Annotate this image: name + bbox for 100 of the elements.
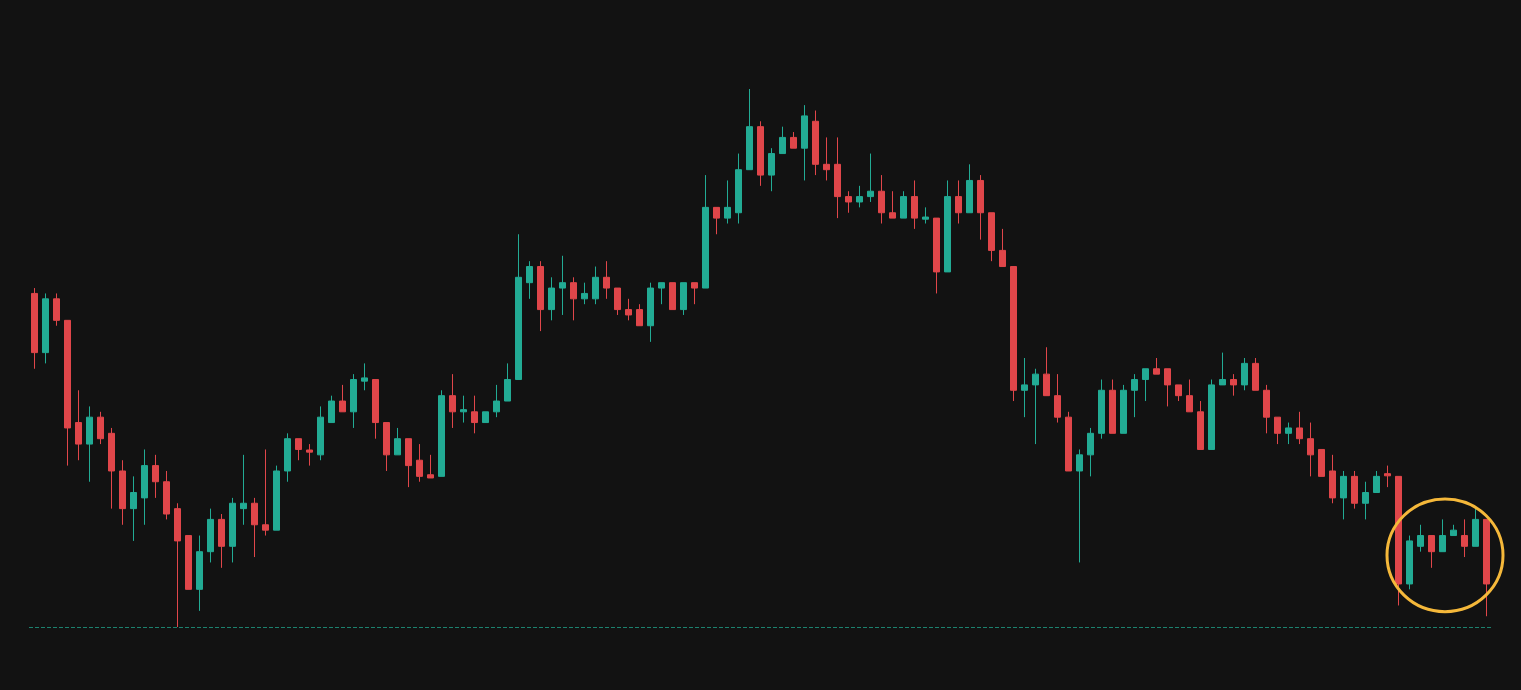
candlestick <box>141 448 148 526</box>
candlestick <box>1219 352 1226 386</box>
candlestick <box>1087 427 1094 477</box>
candlestick <box>1340 470 1347 520</box>
candlestick <box>218 513 225 569</box>
candlestick <box>493 384 500 418</box>
candlestick <box>1406 535 1413 590</box>
candlestick <box>449 373 456 429</box>
candlestick <box>845 190 852 214</box>
candlestick <box>174 502 181 628</box>
candlestick <box>680 282 687 316</box>
candlestick <box>1483 518 1490 617</box>
candlestick <box>526 260 533 300</box>
candlestick <box>724 179 731 224</box>
candlestick <box>900 190 907 219</box>
candlestick <box>328 395 335 424</box>
candlestick <box>812 110 819 176</box>
candlestick <box>515 233 522 381</box>
candlestick <box>867 153 874 203</box>
candlestick <box>130 475 137 542</box>
candlestick <box>185 535 192 590</box>
candlestick <box>1318 448 1325 477</box>
candlestick <box>1065 411 1072 472</box>
candlestick <box>86 405 93 483</box>
candlestick <box>306 443 313 467</box>
candlestick <box>75 389 82 461</box>
candlestick <box>438 389 445 477</box>
candlestick <box>1142 368 1149 402</box>
candlestick <box>1098 379 1105 440</box>
candlestick <box>262 448 269 537</box>
candlestick <box>372 379 379 440</box>
candlestick <box>570 276 577 321</box>
candlestick <box>1032 368 1039 445</box>
candlestick <box>1010 266 1017 402</box>
candlestick <box>460 395 467 424</box>
candlestick <box>1043 346 1050 397</box>
candlestick <box>1197 400 1204 450</box>
candlestick <box>658 282 665 305</box>
candlestick <box>856 185 863 208</box>
candlestick <box>999 228 1006 268</box>
candlestick <box>933 217 940 294</box>
candlestick <box>471 395 478 434</box>
candlestick <box>592 266 599 305</box>
candlestick <box>284 432 291 483</box>
candlestick <box>669 282 676 311</box>
candlestick <box>504 362 511 402</box>
candlestick <box>1241 357 1248 391</box>
candlestick <box>427 454 434 479</box>
candlestick <box>1472 508 1479 547</box>
candlestick <box>1373 470 1380 493</box>
candlestick <box>911 179 918 230</box>
candlestick <box>537 260 544 332</box>
candlestick <box>581 282 588 305</box>
candlestick <box>1428 535 1435 569</box>
candlestick <box>922 206 929 224</box>
candlestick <box>691 282 698 305</box>
candlestick <box>1120 384 1127 434</box>
candlestick <box>1230 373 1237 397</box>
candlestick <box>361 362 368 391</box>
candlestick <box>163 470 170 520</box>
candlestick <box>295 438 302 461</box>
candlestick <box>97 411 104 445</box>
candlestick <box>1351 470 1358 510</box>
candlestick <box>42 292 49 364</box>
candlestick <box>823 136 830 181</box>
candlestick <box>1307 422 1314 477</box>
candlestick <box>273 465 280 531</box>
candlestick <box>779 126 786 155</box>
candlestick <box>1054 373 1061 424</box>
candlestick <box>614 287 621 316</box>
candlestick <box>713 206 720 235</box>
candlestick <box>1252 357 1259 391</box>
candlestick <box>1021 357 1028 418</box>
candlestick <box>603 260 610 300</box>
candlestick <box>548 276 555 321</box>
candlestick <box>339 384 346 413</box>
candlestick <box>801 104 808 181</box>
candlestick <box>988 212 995 262</box>
candlestick <box>64 319 71 467</box>
candlestick <box>1395 475 1402 606</box>
candlestick <box>207 508 214 563</box>
candlestick <box>878 174 885 224</box>
candlestick <box>977 174 984 241</box>
candlestick <box>955 179 962 224</box>
candlestick <box>317 405 324 461</box>
candlestick <box>1329 454 1336 504</box>
candlestick <box>405 438 412 488</box>
candlestick <box>746 88 753 171</box>
candlestick <box>735 153 742 224</box>
candlestick <box>834 136 841 219</box>
candlestick <box>1076 448 1083 563</box>
candlestick <box>1296 411 1303 445</box>
candlestick <box>350 373 357 429</box>
candlestick <box>702 174 709 289</box>
candlestick <box>196 535 203 612</box>
candlestick <box>966 163 973 214</box>
candlestick <box>625 298 632 321</box>
candlestick <box>1274 416 1281 445</box>
candlestick <box>768 147 775 192</box>
candlestick <box>1131 373 1138 418</box>
